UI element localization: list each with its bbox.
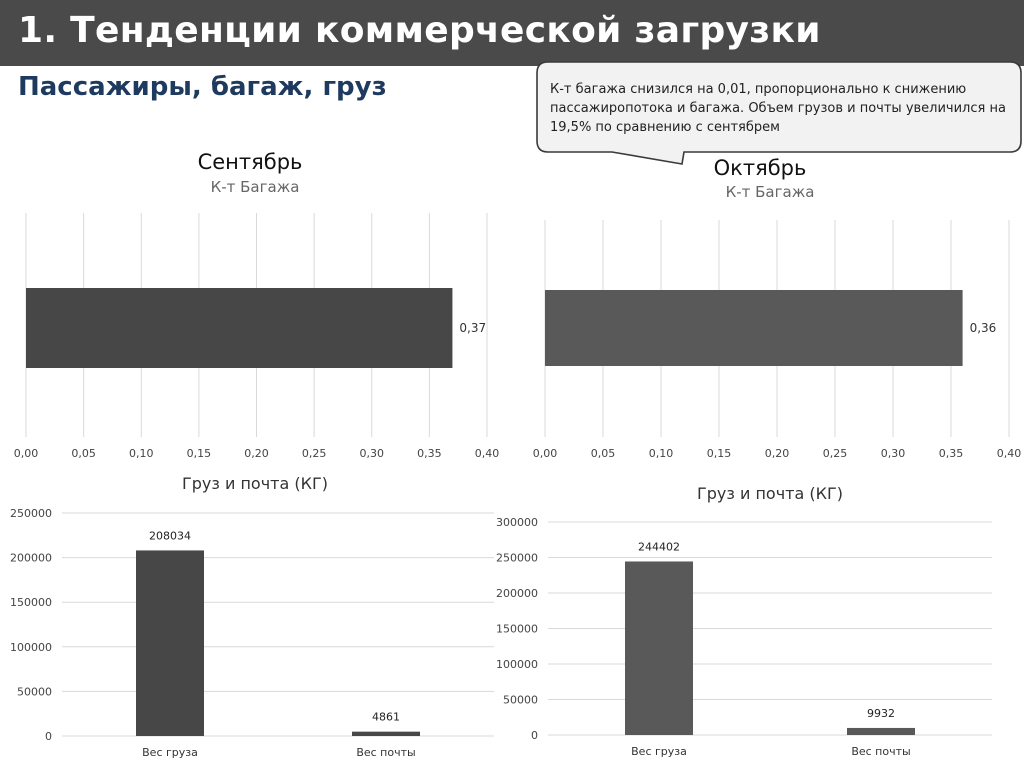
tick-label: 0,30 [881, 447, 906, 460]
tick-label: 0 [45, 730, 52, 743]
data-label: 9932 [867, 707, 895, 720]
bar [352, 731, 420, 736]
bar [545, 290, 963, 366]
tick-label: 0,00 [14, 447, 39, 460]
tick-label: 150000 [10, 596, 52, 609]
tick-label: 0,20 [244, 447, 269, 460]
bar [136, 550, 204, 736]
chart-title: Октябрь [713, 156, 807, 180]
data-label: 0,36 [970, 321, 997, 335]
tick-label: 0,10 [129, 447, 154, 460]
chart-title: Груз и почта (КГ) [697, 484, 843, 503]
section-title: Пассажиры, багаж, груз [18, 72, 387, 102]
page-title: 1. Тенденции коммерческой загрузки [18, 10, 821, 51]
tick-label: 0,10 [649, 447, 674, 460]
tick-label: 150000 [496, 623, 538, 636]
chart-oct-baggage: Октябрь К-т Багажа 0,00 0,05 0,10 0,15 0,20 0… [520, 150, 1024, 475]
chart-subtitle: К-т Багажа [725, 183, 815, 201]
tick-label: 250000 [10, 507, 52, 520]
callout-text: К-т багажа снизился на 0,01, пропорциона… [550, 82, 1006, 135]
chart-canvas: 0,00 0,05 0,10 0,15 0,20 0,25 0,30 0,35 0,40 0,37 [14, 213, 500, 460]
tick-label: 0,35 [939, 447, 964, 460]
tick-label: 0,35 [417, 447, 442, 460]
chart-title: Груз и почта (КГ) [182, 474, 328, 493]
tick-label: 0,20 [765, 447, 790, 460]
tick-label: 0,40 [475, 447, 500, 460]
tick-label: 100000 [10, 641, 52, 654]
chart-oct-cargo: Груз и почта (КГ) 0 50000 100000 150000 2000… [496, 478, 1024, 767]
chart-canvas: 0,00 0,05 0,10 0,15 0,20 0,25 0,30 0,35 0,40 0,36 [533, 220, 1022, 460]
tick-label: 50000 [503, 694, 538, 707]
tick-label: 0,25 [302, 447, 327, 460]
tick-label: 300000 [496, 516, 538, 529]
bar [847, 727, 915, 735]
chart-subtitle: К-т Багажа [210, 178, 300, 196]
header-bar: 1. Тенденции коммерческой загрузки [0, 0, 1024, 66]
tick-label: 200000 [10, 552, 52, 565]
chart-sep-baggage: Сентябрь К-т Багажа 0,00 0,05 0,10 0,15 0,20… [0, 140, 520, 475]
callout-note: К-т багажа снизился на 0,01, пропорциона… [536, 61, 1022, 165]
chart-sep-cargo: Груз и почта (КГ) 0 50000 100000 150000 2000… [0, 470, 500, 767]
category-label: Вес почты [356, 746, 415, 759]
data-label: 0,37 [459, 321, 486, 335]
chart-canvas: 0 50000 100000 150000 200000 250000 208034 Вес … [10, 507, 494, 759]
category-label: Вес почты [851, 745, 910, 758]
tick-label: 0,30 [360, 447, 385, 460]
data-label: 244402 [638, 540, 680, 553]
tick-label: 0 [531, 729, 538, 742]
category-label: Вес груза [631, 745, 687, 758]
tick-label: 0,15 [187, 447, 212, 460]
data-label: 208034 [149, 529, 191, 542]
chart-title: Сентябрь [197, 150, 303, 174]
tick-label: 250000 [496, 552, 538, 565]
tick-label: 0,40 [997, 447, 1022, 460]
tick-label: 50000 [17, 685, 52, 698]
tick-label: 200000 [496, 587, 538, 600]
tick-label: 100000 [496, 658, 538, 671]
tick-label: 0,05 [71, 447, 96, 460]
tick-label: 0,00 [533, 447, 558, 460]
bar [26, 288, 453, 368]
callout-bubble [536, 61, 1022, 165]
chart-canvas: 0 50000 100000 150000 200000 250000 300000 2444… [496, 516, 992, 758]
data-label: 4861 [372, 711, 400, 724]
tick-label: 0,05 [591, 447, 616, 460]
category-label: Вес груза [142, 746, 198, 759]
tick-label: 0,25 [823, 447, 848, 460]
bar [625, 561, 693, 735]
tick-label: 0,15 [707, 447, 732, 460]
